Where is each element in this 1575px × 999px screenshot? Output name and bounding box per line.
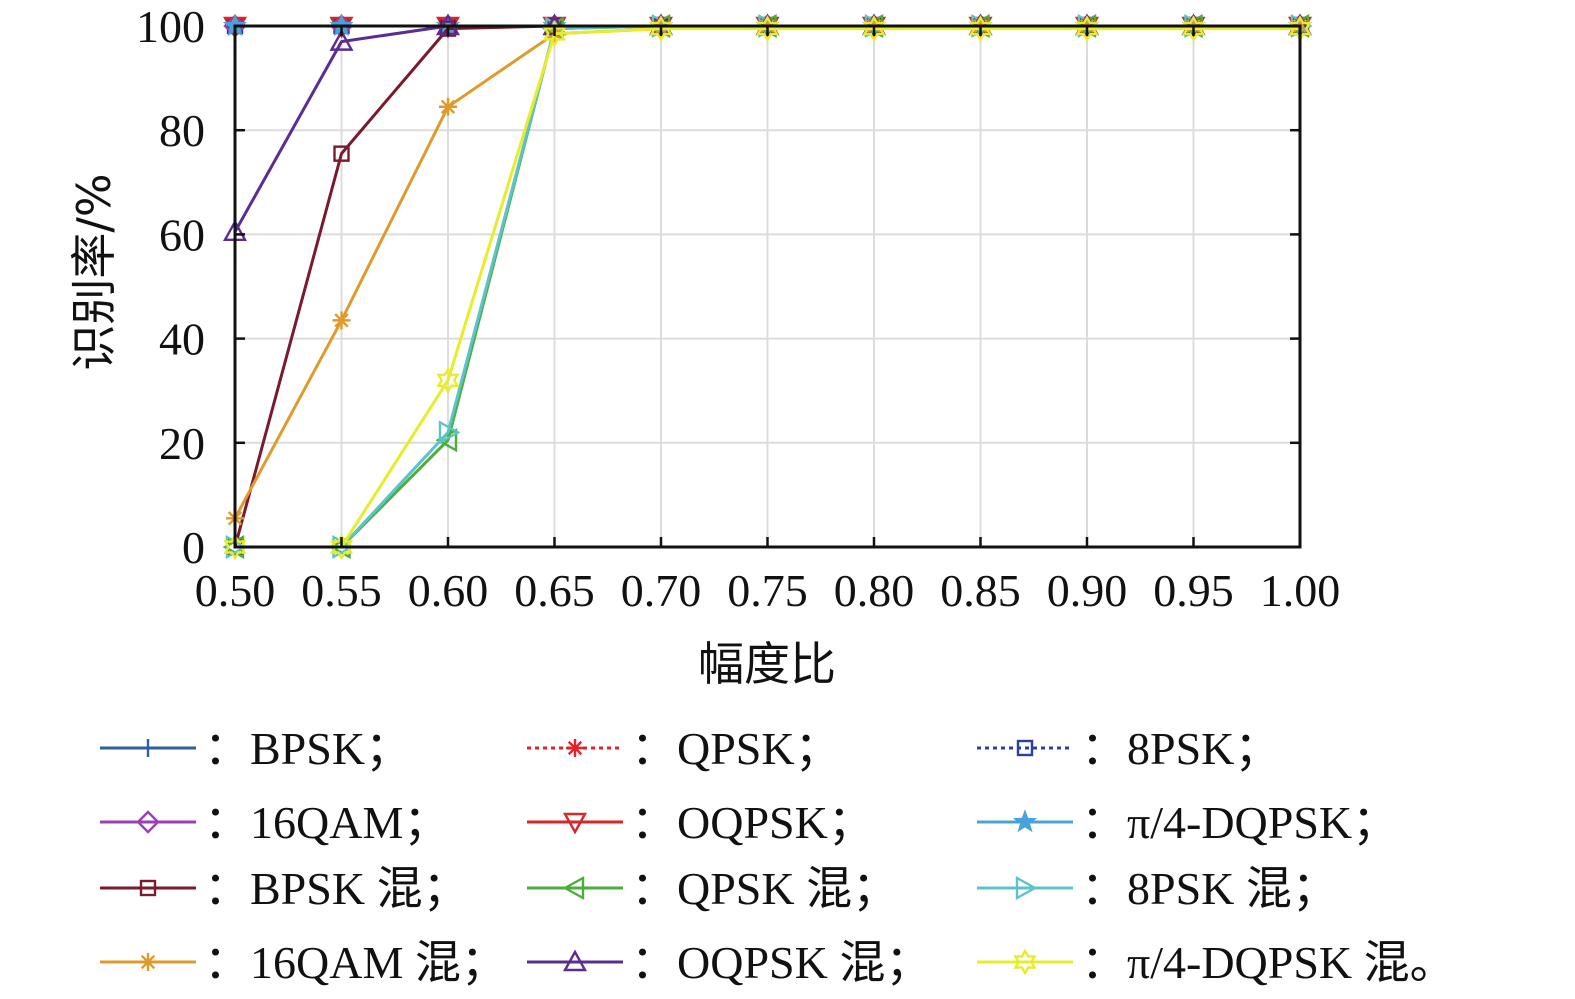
- legend-item: ： 8PSK；: [977, 723, 1280, 774]
- x-tick-label: 0.95: [1153, 565, 1234, 616]
- legend-label: OQPSK；: [677, 797, 874, 848]
- legend-marker: [139, 739, 157, 757]
- y-tick-label: 40: [159, 314, 205, 365]
- x-tick-label: 0.50: [195, 565, 276, 616]
- legend-separator: ：: [1081, 863, 1127, 914]
- legend: ： BPSK；： QPSK；： 8PSK；： 16QAM；： OQPSK；： π/4-DQP…: [100, 723, 1456, 988]
- x-tick-label: 1.00: [1260, 565, 1341, 616]
- x-tick-label: 0.60: [408, 565, 489, 616]
- data-point-marker: [333, 145, 350, 162]
- data-point-marker: [332, 311, 351, 330]
- legend-item: ： BPSK；: [100, 723, 411, 774]
- data-point-marker: [439, 97, 457, 116]
- data-point-marker: [968, 15, 993, 43]
- legend-marker: [139, 953, 157, 971]
- legend-separator: ：: [204, 723, 250, 774]
- x-tick-label: 0.70: [621, 565, 702, 616]
- legend-marker: [1012, 809, 1038, 833]
- data-point-marker: [438, 420, 461, 445]
- legend-label: 16QAM 混；: [250, 937, 507, 988]
- legend-marker: [566, 739, 584, 757]
- legend-marker: [562, 812, 588, 835]
- y-axis-title: 识别率/%: [67, 173, 121, 370]
- x-axis-title: 幅度比: [698, 637, 836, 691]
- data-point-marker: [542, 20, 567, 48]
- legend-label: π/4-DQPSK；: [1127, 797, 1398, 848]
- legend-marker: [562, 875, 585, 901]
- legend-separator: ：: [631, 797, 677, 848]
- legend-label: OQPSK 混；: [677, 937, 931, 988]
- legend-marker: [562, 949, 588, 972]
- data-point-marker: [649, 15, 673, 43]
- grid: [234, 25, 1301, 548]
- legend-label: 16QAM；: [250, 797, 449, 848]
- legend-marker: [1016, 739, 1034, 757]
- x-tick-label: 0.80: [834, 565, 915, 616]
- data-point-marker: [329, 533, 354, 561]
- y-tick-label: 60: [159, 209, 205, 260]
- y-tick-label: 20: [159, 418, 205, 469]
- x-tick-label: 0.90: [1047, 565, 1128, 616]
- data-point-marker: [862, 15, 886, 43]
- legend-label: π/4-DQPSK 混。: [1127, 937, 1456, 988]
- legend-item: ： BPSK 混；: [100, 863, 469, 914]
- data-point-marker: [223, 533, 247, 561]
- legend-item: ： QPSK；: [527, 723, 841, 774]
- x-tick-label: 0.55: [301, 565, 382, 616]
- legend-marker: [139, 879, 157, 897]
- axis-ticks: 0.50 0.55 0.60 0.65 0.70 0.75 0.80 0.85 0.90 0.95…: [136, 1, 1340, 616]
- y-tick-label: 100: [136, 1, 205, 52]
- legend-separator: ：: [1081, 937, 1127, 988]
- legend-separator: ：: [204, 797, 250, 848]
- data-point-marker: [755, 15, 780, 43]
- legend-separator: ：: [1081, 723, 1127, 774]
- data-point-marker: [436, 366, 460, 394]
- x-tick-label: 0.65: [514, 565, 595, 616]
- legend-marker: [136, 810, 160, 834]
- legend-separator: ：: [204, 937, 250, 988]
- x-tick-label: 0.75: [727, 565, 808, 616]
- data-point-marker: [1075, 15, 1099, 42]
- y-tick-label: 80: [159, 105, 205, 156]
- x-tick-label: 0.85: [940, 565, 1021, 616]
- legend-item: ： 8PSK 混；: [977, 863, 1338, 914]
- legend-marker: [1013, 948, 1037, 976]
- legend-separator: ：: [631, 863, 677, 914]
- legend-item: ： OQPSK 混；: [527, 937, 931, 988]
- legend-label: BPSK；: [250, 723, 411, 774]
- legend-label: BPSK 混；: [250, 863, 469, 914]
- legend-label: 8PSK；: [1127, 723, 1280, 774]
- legend-item: ： OQPSK；: [527, 797, 874, 848]
- legend-separator: ：: [631, 937, 677, 988]
- legend-label: QPSK 混；: [677, 863, 898, 914]
- legend-separator: ：: [631, 723, 677, 774]
- y-tick-label: 0: [182, 522, 205, 573]
- legend-separator: ：: [1081, 797, 1127, 848]
- legend-label: QPSK；: [677, 723, 841, 774]
- legend-item: ： 16QAM；: [100, 797, 449, 848]
- legend-marker: [1015, 875, 1038, 901]
- legend-item: ： π/4-DQPSK；: [977, 797, 1398, 848]
- legend-label: 8PSK 混；: [1127, 863, 1338, 914]
- legend-item: ： π/4-DQPSK 混。: [977, 937, 1456, 988]
- legend-item: ： 16QAM 混；: [100, 937, 507, 988]
- legend-separator: ：: [204, 863, 250, 914]
- data-point-marker: [1181, 15, 1206, 42]
- legend-item: ： QPSK 混；: [527, 863, 898, 914]
- data-point-marker: [329, 29, 354, 51]
